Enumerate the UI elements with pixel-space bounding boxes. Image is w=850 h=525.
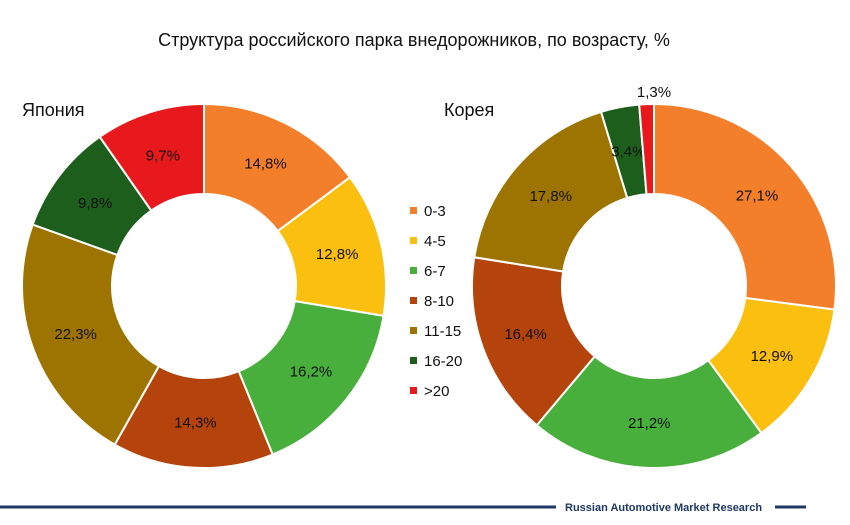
legend-swatch bbox=[410, 207, 417, 214]
slice-11-15 bbox=[473, 110, 629, 273]
slice-6-7 bbox=[237, 299, 385, 456]
legend-label: 4-5 bbox=[424, 233, 446, 250]
slice-8-10 bbox=[471, 256, 597, 427]
legend-label: >20 bbox=[424, 383, 449, 400]
data-label-11-15: 22,3% bbox=[54, 326, 97, 343]
slice-over-20 bbox=[638, 102, 655, 196]
legend-label: 16-20 bbox=[424, 353, 462, 370]
data-label-over-20: 9,7% bbox=[146, 147, 180, 164]
data-label-over-20: 1,3% bbox=[637, 84, 671, 101]
donut-japan: 14,8% 12,8% 16,2% 14,3% 22,3% 9,8% 9,7% bbox=[21, 102, 387, 469]
data-label-0-3: 14,8% bbox=[244, 156, 287, 173]
data-label-4-5: 12,9% bbox=[751, 348, 794, 365]
legend-swatch bbox=[410, 267, 417, 274]
legend-label: 11-15 bbox=[424, 323, 461, 340]
footer-brand: Russian Automotive Market Research bbox=[565, 502, 762, 514]
legend-label: 8-10 bbox=[424, 293, 454, 310]
slice-0-3 bbox=[653, 102, 837, 311]
slice-over-20 bbox=[98, 102, 205, 212]
legend-label: 0-3 bbox=[424, 203, 446, 220]
legend-swatch bbox=[410, 297, 417, 304]
data-label-0-3: 27,1% bbox=[736, 188, 779, 205]
data-label-8-10: 16,4% bbox=[504, 326, 547, 343]
data-label-4-5: 12,8% bbox=[316, 246, 359, 263]
data-label-16-20: 3,4% bbox=[611, 143, 645, 160]
slice-0-3 bbox=[203, 102, 352, 233]
legend-swatch bbox=[410, 237, 417, 244]
donut-korea: 27,1% 12,9% 21,2% 16,4% 17,8% 3,4% 1,3% bbox=[471, 84, 837, 469]
chart-title: Структура российского парка внедорожнико… bbox=[158, 30, 670, 50]
slice-11-15 bbox=[21, 223, 161, 446]
chart-subtitle-korea: Корея bbox=[444, 100, 494, 120]
legend-label: 6-7 bbox=[424, 263, 446, 280]
data-label-6-7: 21,2% bbox=[628, 415, 671, 432]
data-label-16-20: 9,8% bbox=[78, 195, 112, 212]
legend-swatch bbox=[410, 327, 417, 334]
data-label-8-10: 14,3% bbox=[174, 415, 217, 432]
slice-6-7 bbox=[535, 354, 763, 469]
legend: 0-3 4-5 6-7 8-10 11-15 16-20 >20 bbox=[410, 203, 462, 400]
legend-swatch bbox=[410, 387, 417, 394]
chart-subtitle-japan: Япония bbox=[22, 100, 85, 120]
legend-swatch bbox=[410, 357, 417, 364]
data-label-6-7: 16,2% bbox=[290, 364, 333, 381]
data-label-11-15: 17,8% bbox=[529, 188, 572, 205]
